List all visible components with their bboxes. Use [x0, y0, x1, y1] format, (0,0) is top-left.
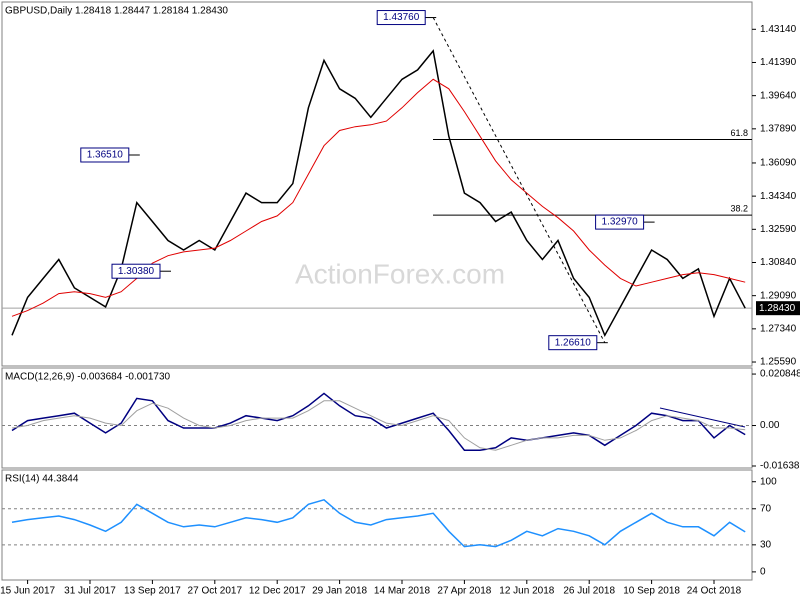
y-tick-label: 100	[760, 476, 777, 487]
macd-trendline	[659, 407, 746, 428]
y-tick-label: 30	[760, 539, 772, 550]
fib-label: 61.8	[730, 128, 748, 138]
y-tick-label: 1.41390	[760, 57, 797, 68]
y-tick-label: 0.00	[760, 420, 780, 431]
x-tick-label: 27 Apr 2018	[437, 586, 491, 597]
x-tick-label: 27 Oct 2017	[188, 586, 243, 597]
x-tick-label: 14 Mar 2018	[374, 586, 431, 597]
panel-title: RSI(14) 44.3844	[5, 474, 79, 485]
annotation-label: 1.26610	[555, 337, 592, 348]
x-tick-label: 10 Sep 2018	[623, 586, 680, 597]
x-tick-label: 26 Jul 2018	[563, 586, 615, 597]
y-tick-label: 1.43140	[760, 24, 797, 35]
annotation-box	[80, 147, 130, 163]
y-tick-label: 1.29090	[760, 290, 797, 301]
watermark: ActionForex.com	[295, 258, 505, 289]
fib-label: 38.2	[730, 203, 748, 213]
y-tick-label: 70	[760, 503, 772, 514]
series-line	[11, 78, 746, 317]
y-tick-label: 1.39640	[760, 90, 797, 101]
panel-title: MACD(12,26,9) -0.003684 -0.001730	[5, 372, 171, 383]
y-tick-label: 1.34340	[760, 191, 797, 202]
annotation-label: 1.32970	[602, 217, 639, 228]
annotation-box	[111, 263, 161, 279]
series-line	[11, 392, 746, 451]
series-line	[11, 400, 746, 451]
last-price-label: 1.28430	[759, 303, 796, 314]
panel-title: GBPUSD,Daily 1.28418 1.28447 1.28184 1.2…	[5, 6, 228, 17]
y-tick-label: -0.016389	[760, 461, 800, 472]
last-price-box	[756, 301, 800, 316]
panel-frame	[1, 469, 753, 581]
y-tick-label: 1.32590	[760, 224, 797, 235]
y-tick-label: 0	[760, 567, 766, 578]
x-tick-label: 13 Sep 2017	[124, 586, 181, 597]
y-tick-label: 1.27340	[760, 323, 797, 334]
annotation-box	[595, 214, 645, 230]
y-tick-label: 1.25590	[760, 357, 797, 368]
annotation-label: 1.43760	[383, 12, 420, 23]
annotation-label: 1.36510	[87, 150, 124, 161]
series-line	[11, 498, 746, 548]
x-tick-label: 12 Jun 2018	[499, 586, 554, 597]
x-tick-label: 24 Oct 2018	[687, 586, 742, 597]
annotation-box	[376, 10, 426, 26]
y-tick-label: 1.37890	[760, 123, 797, 134]
x-tick-label: 31 Jul 2017	[64, 586, 116, 597]
x-tick-label: 29 Jan 2018	[312, 586, 367, 597]
panel-frame	[1, 367, 753, 469]
x-tick-label: 12 Dec 2017	[249, 586, 306, 597]
panel-frame	[1, 1, 753, 367]
trend-line	[432, 17, 606, 343]
y-tick-label: 0.020848	[760, 369, 800, 380]
annotation-label: 1.30380	[118, 266, 155, 277]
x-tick-label: 15 Jun 2017	[0, 586, 55, 597]
y-tick-label: 1.36090	[760, 158, 797, 169]
annotation-box	[548, 335, 598, 351]
series-line	[11, 49, 746, 338]
y-tick-label: 1.30840	[760, 257, 797, 268]
